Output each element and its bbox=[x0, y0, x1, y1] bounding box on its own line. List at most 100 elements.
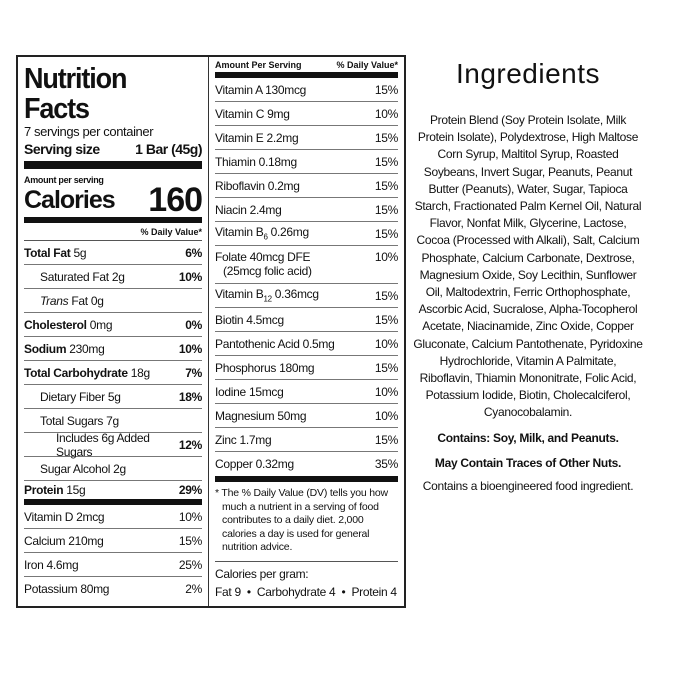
vitamin-dv: 15% bbox=[374, 178, 398, 193]
nutrient-label: Sugar Alcohol 2g bbox=[24, 462, 126, 476]
nutrient-name: Total Sugars 7g bbox=[40, 413, 119, 428]
nutrient-amount: 0mg bbox=[89, 317, 113, 332]
nutrient-dv: 6% bbox=[185, 245, 203, 260]
nutrient-name: Calcium 210mg bbox=[24, 533, 104, 548]
nutrient-label: Total Carbohydrate 18g bbox=[24, 366, 150, 380]
vitamin-label: Thiamin 0.18mg bbox=[215, 155, 297, 169]
nutrient-label: Protein 15g bbox=[24, 483, 86, 497]
amount-per-serving-header: Amount Per Serving bbox=[215, 60, 302, 70]
calories-row: Calories 160 bbox=[24, 183, 203, 217]
nutrient-dv: 2% bbox=[185, 582, 203, 596]
thick-divider bbox=[215, 72, 398, 78]
vitamin-dv: 15% bbox=[374, 360, 398, 375]
vitamin-subscript: 12 bbox=[263, 294, 272, 304]
thick-divider bbox=[24, 217, 203, 223]
vitamin-label: Niacin 2.4mg bbox=[215, 202, 282, 217]
nutrient-row: Potassium 80mg 2% bbox=[24, 577, 202, 601]
vitamin-dv: 15% bbox=[374, 154, 398, 169]
nutrient-row: Protein 15g 29% bbox=[24, 481, 202, 505]
nutrient-label: Dietary Fiber 5g bbox=[24, 390, 121, 404]
nutrient-name: Iron 4.6mg bbox=[24, 557, 79, 572]
nutrient-dv: 0% bbox=[185, 317, 203, 332]
nutrition-right-column: Amount Per Serving % Daily Value* Vitami… bbox=[209, 57, 404, 606]
vitamin-label: Phosphorus 180mg bbox=[215, 360, 315, 375]
vitamin-label: Copper 0.32mg bbox=[215, 457, 294, 471]
vitamin-dv: 10% bbox=[374, 336, 398, 351]
nutrient-label: Trans Fat 0g bbox=[24, 294, 104, 308]
serving-size-value: 1 Bar (45g) bbox=[135, 141, 203, 157]
nutrient-label: Vitamin D 2mcg bbox=[24, 509, 105, 524]
nutrient-label: Saturated Fat 2g bbox=[24, 270, 125, 284]
nutrient-row: Dietary Fiber 5g 18% bbox=[24, 385, 202, 409]
nutrition-facts-label: Nutrition Facts 7 servings per container… bbox=[16, 55, 406, 608]
daily-value-header: % Daily Value* bbox=[24, 223, 203, 241]
nutrient-dv: 10% bbox=[178, 269, 203, 284]
calories-label: Calories bbox=[24, 186, 116, 214]
nutrient-amount: Fat 0g bbox=[71, 293, 104, 308]
nutrient-dv: 12% bbox=[178, 437, 203, 452]
amount-per-serving: Amount per serving bbox=[24, 175, 104, 185]
vitamin-dv: 10% bbox=[374, 384, 398, 399]
nutrient-list: Total Fat 5g 6% Saturated Fat 2g 10% Trans F… bbox=[24, 241, 202, 601]
vitamin-name: Pantothenic Acid 0.5mg bbox=[215, 336, 335, 351]
nutrient-name: Potassium 80mg bbox=[24, 582, 110, 596]
nutrient-label: Iron 4.6mg bbox=[24, 557, 79, 572]
vitamin-row: Riboflavin 0.2mg 15% bbox=[215, 174, 398, 198]
nutrient-label: Includes 6g Added Sugars bbox=[24, 431, 179, 459]
vitamin-amount: 0.36mcg bbox=[271, 287, 319, 302]
nutrient-label: Total Sugars 7g bbox=[24, 414, 119, 428]
vitamin-dv: 15% bbox=[374, 432, 398, 447]
nutrient-row: Sodium 230mg 10% bbox=[24, 337, 202, 361]
nutrient-row: Cholesterol 0mg 0% bbox=[24, 313, 202, 337]
nutrient-amount: 230mg bbox=[69, 341, 105, 356]
vitamin-label: Vitamin C 9mg bbox=[215, 107, 290, 121]
nutrient-name: Sugar Alcohol 2g bbox=[40, 461, 126, 476]
nutrient-name: Vitamin D 2mcg bbox=[24, 509, 105, 524]
vitamin-name: Thiamin 0.18mg bbox=[215, 154, 297, 169]
vitamin-dv: 15% bbox=[374, 312, 398, 327]
vitamin-row: Iodine 15mcg 10% bbox=[215, 380, 398, 404]
footnote: * The % Daily Value (DV) tells you how m… bbox=[215, 482, 398, 562]
nutrient-dv: 10% bbox=[178, 509, 203, 524]
nutrient-name: Cholesterol bbox=[24, 317, 87, 332]
nutrient-name: Protein bbox=[24, 483, 64, 497]
nutrient-name: Sodium bbox=[24, 341, 67, 356]
nutrient-dv: 29% bbox=[178, 483, 203, 497]
nutrient-row: Total Carbohydrate 18g 7% bbox=[24, 361, 202, 385]
thick-divider bbox=[24, 161, 203, 169]
vitamin-row: Magnesium 50mg 10% bbox=[215, 404, 398, 428]
nutrient-label: Cholesterol 0mg bbox=[24, 317, 113, 332]
nutrient-row: Saturated Fat 2g 10% bbox=[24, 265, 202, 289]
nutrient-row: Vitamin D 2mcg 10% bbox=[24, 505, 202, 529]
vitamin-dv: 15% bbox=[374, 130, 398, 145]
vitamin-dv: 35% bbox=[374, 457, 398, 471]
vitamin-row: Biotin 4.5mcg 15% bbox=[215, 308, 398, 332]
calories-per-gram: Fat 9 • Carbohydrate 4 • Protein 4 bbox=[215, 584, 397, 599]
nutrient-label: Potassium 80mg bbox=[24, 582, 109, 596]
vitamin-dv: 15% bbox=[374, 288, 398, 303]
vitamin-label: Folate 40mcg DFE (25mcg folic acid) bbox=[215, 250, 312, 278]
vitamin-name: Niacin 2.4mg bbox=[215, 202, 282, 217]
nutrient-label: Total Fat 5g bbox=[24, 246, 87, 260]
vitamin-row: Vitamin A 130mcg 15% bbox=[215, 78, 398, 102]
vitamin-label: Riboflavin 0.2mg bbox=[215, 179, 300, 193]
vitamin-row: Niacin 2.4mg 15% bbox=[215, 198, 398, 222]
vitamin-name: Vitamin B bbox=[215, 287, 264, 302]
ingredients-title: Ingredients bbox=[455, 58, 601, 89]
vitamin-name: Biotin 4.5mcg bbox=[215, 312, 284, 327]
vitamin-label: Magnesium 50mg bbox=[215, 409, 306, 423]
vitamin-label: Biotin 4.5mcg bbox=[215, 313, 284, 327]
vitamin-label: Vitamin B6 0.26mg bbox=[215, 225, 309, 241]
nutrient-row: Includes 6g Added Sugars 12% bbox=[24, 431, 203, 459]
nutrient-name: Includes 6g Added Sugars bbox=[56, 430, 150, 459]
vitamin-list: Vitamin A 130mcg 15% Vitamin C 9mg 10% Vitam… bbox=[215, 78, 398, 482]
vitamin-name: Copper 0.32mg bbox=[215, 457, 294, 471]
serving-size: Serving size 1 Bar (45g) bbox=[24, 141, 203, 157]
vitamin-name: Phosphorus 180mg bbox=[215, 360, 315, 375]
vitamin-dv: 15% bbox=[374, 226, 398, 241]
nutrient-amount: 15g bbox=[66, 483, 86, 497]
allergen-contains: Contains: Soy, Milk, and Peanuts. bbox=[437, 430, 619, 445]
nutrition-left-column: Nutrition Facts 7 servings per container… bbox=[18, 57, 210, 606]
bioengineered-note: Contains a bioengineered food ingredient… bbox=[422, 479, 634, 494]
nutrient-dv: 10% bbox=[178, 341, 203, 356]
